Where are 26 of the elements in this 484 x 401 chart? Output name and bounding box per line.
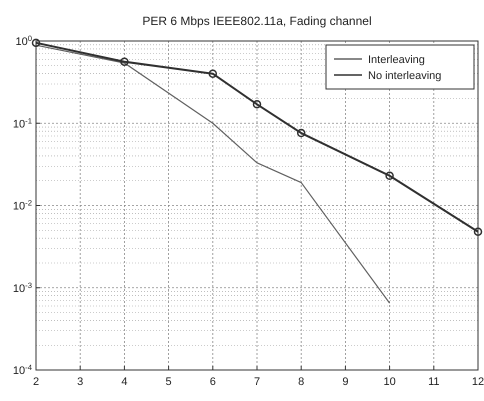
- point: [296, 128, 306, 138]
- y-tick-label: 10$^{-4}$: [12, 362, 33, 377]
- x-tick-label: 4: [121, 376, 128, 388]
- y-tick-label: 10$^{0}$: [15, 34, 32, 48]
- x-tick-label: 3: [77, 376, 84, 388]
- x-tick-label: 9: [342, 376, 348, 388]
- y-tick-label: 10$^{-1}$: [12, 116, 32, 130]
- point: [385, 172, 394, 180]
- x-tick-label: 6: [210, 376, 216, 388]
- point: [208, 69, 218, 78]
- point: [120, 57, 129, 66]
- point: [474, 227, 482, 236]
- x-tick-label: 8: [298, 376, 304, 388]
- x-tick-label: 7: [254, 376, 260, 388]
- y-tick-label: 10$^{-3}$: [12, 280, 32, 295]
- x-tick-label: 2: [32, 376, 40, 388]
- x-tick-label: 12: [472, 376, 484, 388]
- legend-label: No interleaving: [368, 70, 442, 82]
- x-tick-label: 10: [383, 376, 396, 388]
- x-tick-label: 11: [428, 376, 440, 388]
- point: [32, 38, 40, 48]
- x-tick-label: 5: [166, 376, 172, 388]
- point: [252, 100, 262, 109]
- legend-label: Interleaving: [368, 54, 425, 66]
- chart-title: PER 6 Mbps IEEE802.11a, Fading channel: [142, 14, 372, 28]
- y-tick-label: 10$^{-2}$: [12, 198, 32, 212]
